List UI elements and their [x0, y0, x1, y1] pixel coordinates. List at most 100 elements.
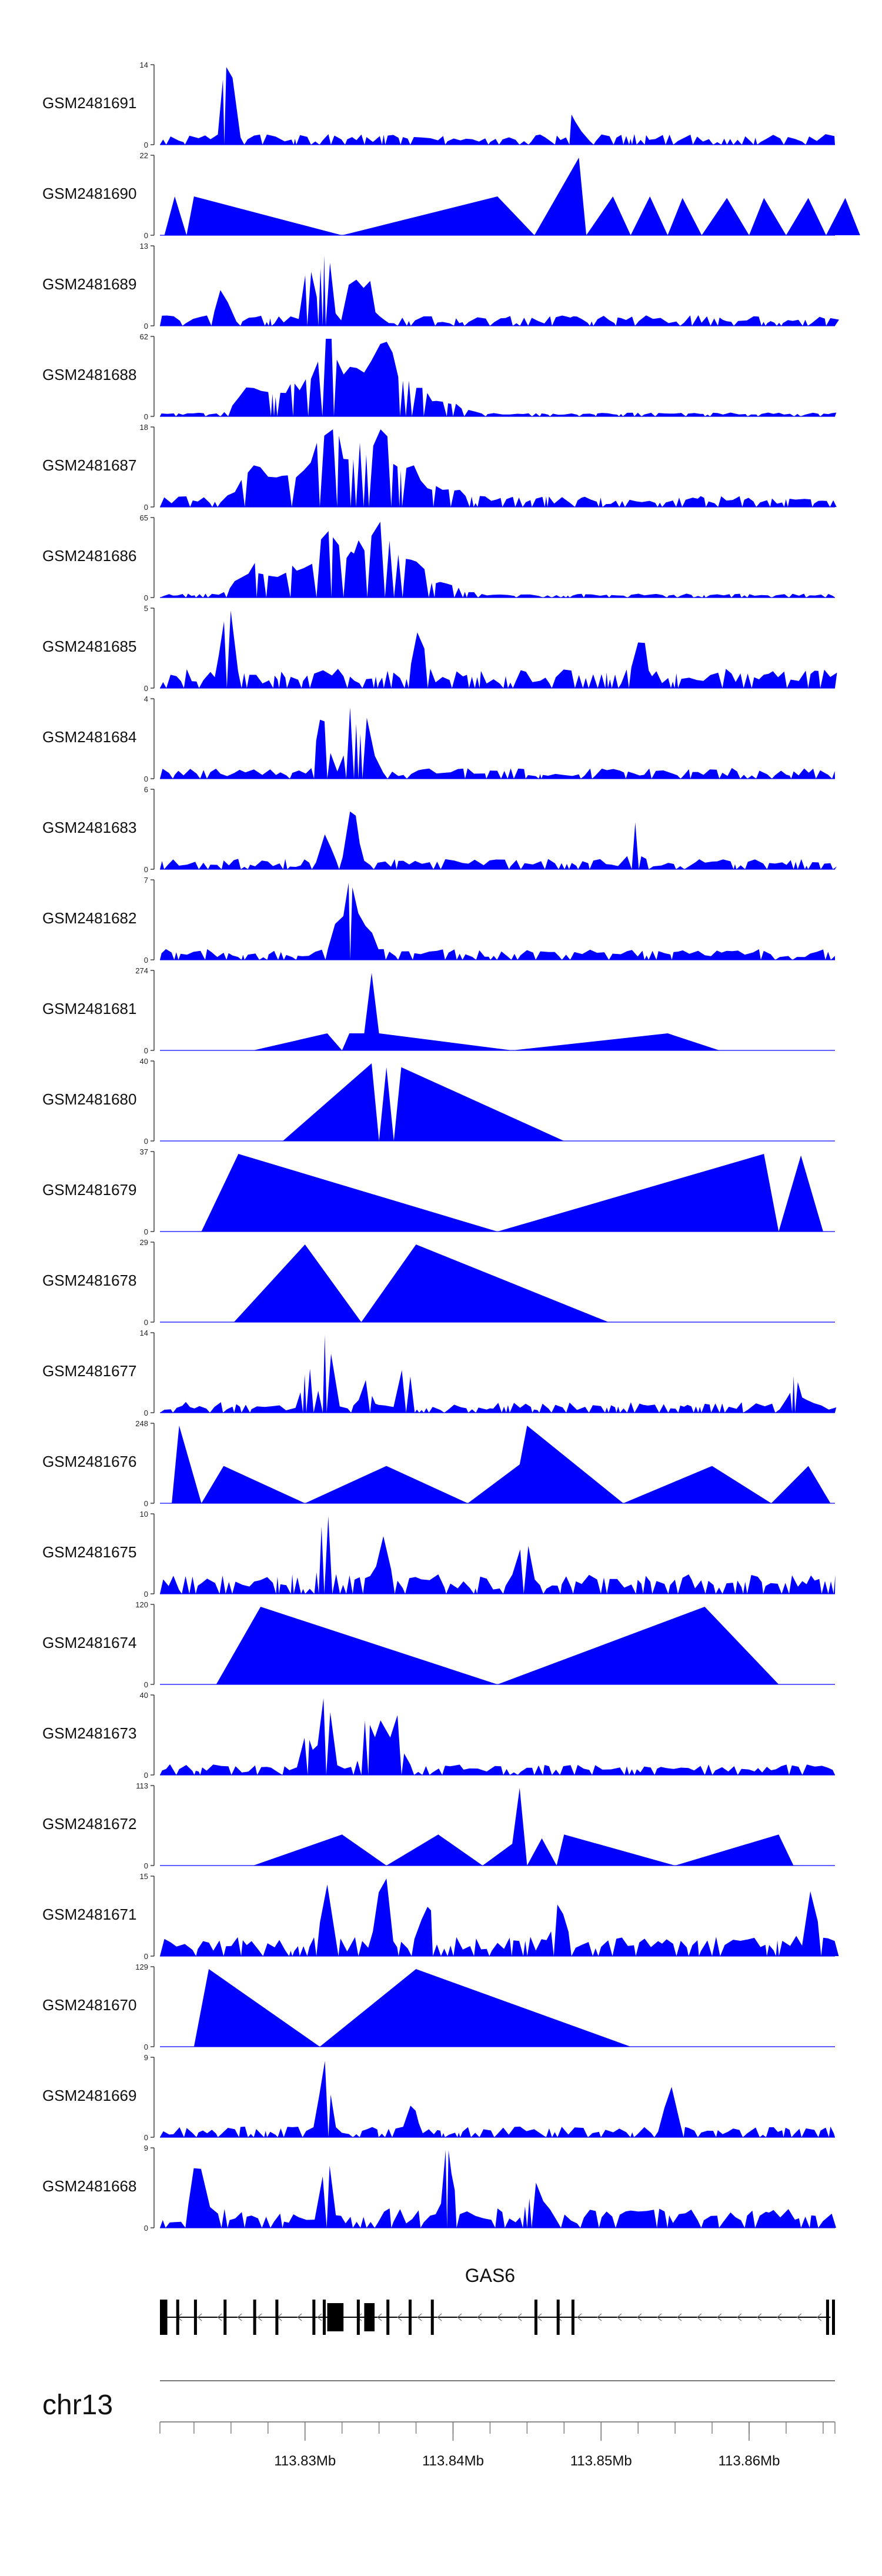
strand-arrow [497, 2313, 502, 2321]
coverage-area [160, 1335, 837, 1413]
track-gsm2481690: GSM2481690 22 0 [42, 151, 860, 240]
axis-tick-label: 113.83Mb [274, 2453, 336, 2469]
y-tick-label-max: 40 [140, 1057, 148, 1066]
y-tick-label-max: 18 [140, 423, 148, 432]
gene-exon [312, 2300, 316, 2335]
track-gsm2481687: GSM2481687 18 0 [42, 423, 837, 512]
y-tick-label-min: 0 [144, 1227, 148, 1236]
y-tick-label-min: 0 [144, 593, 148, 602]
track-label: GSM2481688 [42, 366, 136, 383]
y-tick-label-min: 0 [144, 141, 148, 149]
coverage-tracks: GSM2481691140GSM2481690220GSM2481689130G… [42, 61, 860, 2233]
track-gsm2481688: GSM2481688 62 0 [42, 332, 837, 421]
track-label: GSM2481686 [42, 547, 136, 565]
coverage-area [160, 707, 835, 779]
y-tick-label-max: 13 [140, 242, 148, 251]
track-label: GSM2481670 [42, 1996, 136, 2014]
gene-exon [826, 2300, 829, 2335]
y-tick-label-max: 15 [140, 1872, 148, 1881]
track-label: GSM2481682 [42, 909, 136, 927]
strand-arrow [457, 2313, 462, 2321]
coverage-area [172, 1426, 831, 1503]
track-label: GSM2481678 [42, 1272, 136, 1289]
axis-tick-label: 113.84Mb [422, 2453, 484, 2469]
track-gsm2481673: GSM2481673 40 0 [42, 1691, 836, 1780]
y-tick-label-max: 62 [140, 332, 148, 341]
y-tick-label-max: 14 [140, 61, 148, 69]
strand-arrow [796, 2313, 802, 2321]
strand-arrow [397, 2313, 402, 2321]
strand-arrow [636, 2313, 642, 2321]
gene-exon [386, 2300, 390, 2335]
y-tick-label-min: 0 [144, 1046, 148, 1055]
track-gsm2481683: GSM2481683 6 0 [42, 785, 837, 874]
axis-tick-label: 113.86Mb [718, 2453, 780, 2469]
strand-arrow [596, 2313, 602, 2321]
track-gsm2481679: GSM2481679 37 0 [42, 1147, 835, 1236]
coverage-area [160, 1878, 839, 1956]
strand-arrow [696, 2313, 702, 2321]
gene-exon [831, 2300, 835, 2335]
strand-arrow [676, 2313, 682, 2321]
gene-exon [176, 2300, 179, 2335]
strand-arrow [257, 2313, 262, 2321]
y-tick-label-max: 4 [144, 695, 148, 703]
track-label: GSM2481671 [42, 1906, 136, 1923]
track-label: GSM2481681 [42, 1000, 136, 1017]
gene-exon [253, 2300, 256, 2335]
track-gsm2481675: GSM2481675 10 0 [42, 1510, 836, 1599]
coverage-area [160, 811, 837, 869]
coverage-area [283, 1063, 564, 1141]
track-gsm2481691: GSM2481691 14 0 [42, 61, 835, 149]
track-gsm2481686: GSM2481686 65 0 [42, 513, 835, 602]
coverage-area [160, 883, 835, 960]
track-label: GSM2481677 [42, 1362, 136, 1380]
strand-arrow [816, 2313, 822, 2321]
strand-arrow [237, 2313, 242, 2321]
track-label: GSM2481673 [42, 1724, 136, 1742]
gene-exon [160, 2300, 168, 2335]
gene-exon [322, 2300, 326, 2335]
gene-exon [193, 2300, 197, 2335]
y-tick-label-min: 0 [144, 1318, 148, 1327]
y-tick-label-min: 0 [144, 1409, 148, 1417]
strand-arrow [437, 2313, 442, 2321]
coverage-area [160, 67, 835, 145]
track-label: GSM2481685 [42, 638, 136, 655]
gene-name-label: GAS6 [465, 2265, 515, 2286]
y-tick-label-min: 0 [144, 503, 148, 512]
y-tick-label-min: 0 [144, 1137, 148, 1146]
track-gsm2481678: GSM2481678 29 0 [42, 1238, 835, 1327]
track-label: GSM2481689 [42, 275, 136, 293]
y-tick-label-min: 0 [144, 1861, 148, 1870]
coverage-area [253, 1788, 794, 1866]
y-tick-label-max: 6 [144, 785, 148, 794]
strand-arrow [756, 2313, 762, 2321]
y-tick-label-min: 0 [144, 231, 148, 240]
track-gsm2481677: GSM2481677 14 0 [42, 1329, 837, 1417]
coverage-area [216, 1607, 779, 1684]
genome-axis-ticks: 113.83Mb 113.84Mb 113.85Mb 113.86Mb [159, 2380, 836, 2469]
track-gsm2481674: GSM2481674 120 0 [42, 1600, 835, 1689]
strand-arrow [736, 2313, 742, 2321]
y-tick-label-max: 248 [135, 1419, 148, 1428]
gene-exon [223, 2300, 227, 2335]
strand-arrow [776, 2313, 782, 2321]
gene-exon [408, 2300, 412, 2335]
y-tick-label-max: 40 [140, 1691, 148, 1700]
coverage-area [253, 973, 720, 1050]
track-label: GSM2481679 [42, 1181, 136, 1199]
track-label: GSM2481675 [42, 1543, 136, 1561]
chromosome-label: chr13 [42, 2390, 113, 2421]
track-label: GSM2481674 [42, 1634, 136, 1651]
track-label: GSM2481668 [42, 2177, 136, 2195]
gene-exon [364, 2303, 375, 2331]
coverage-area [160, 429, 837, 507]
strand-arrow [217, 2313, 222, 2321]
track-label: GSM2481691 [42, 94, 136, 112]
y-tick-label-min: 0 [144, 684, 148, 693]
y-tick-label-min: 0 [144, 1771, 148, 1780]
strand-arrow [716, 2313, 722, 2321]
axis-tick-label: 113.85Mb [570, 2453, 632, 2469]
genome-axis: chr13 113.83Mb 113.84Mb 113.85Mb 113.86Mb [42, 2380, 836, 2469]
